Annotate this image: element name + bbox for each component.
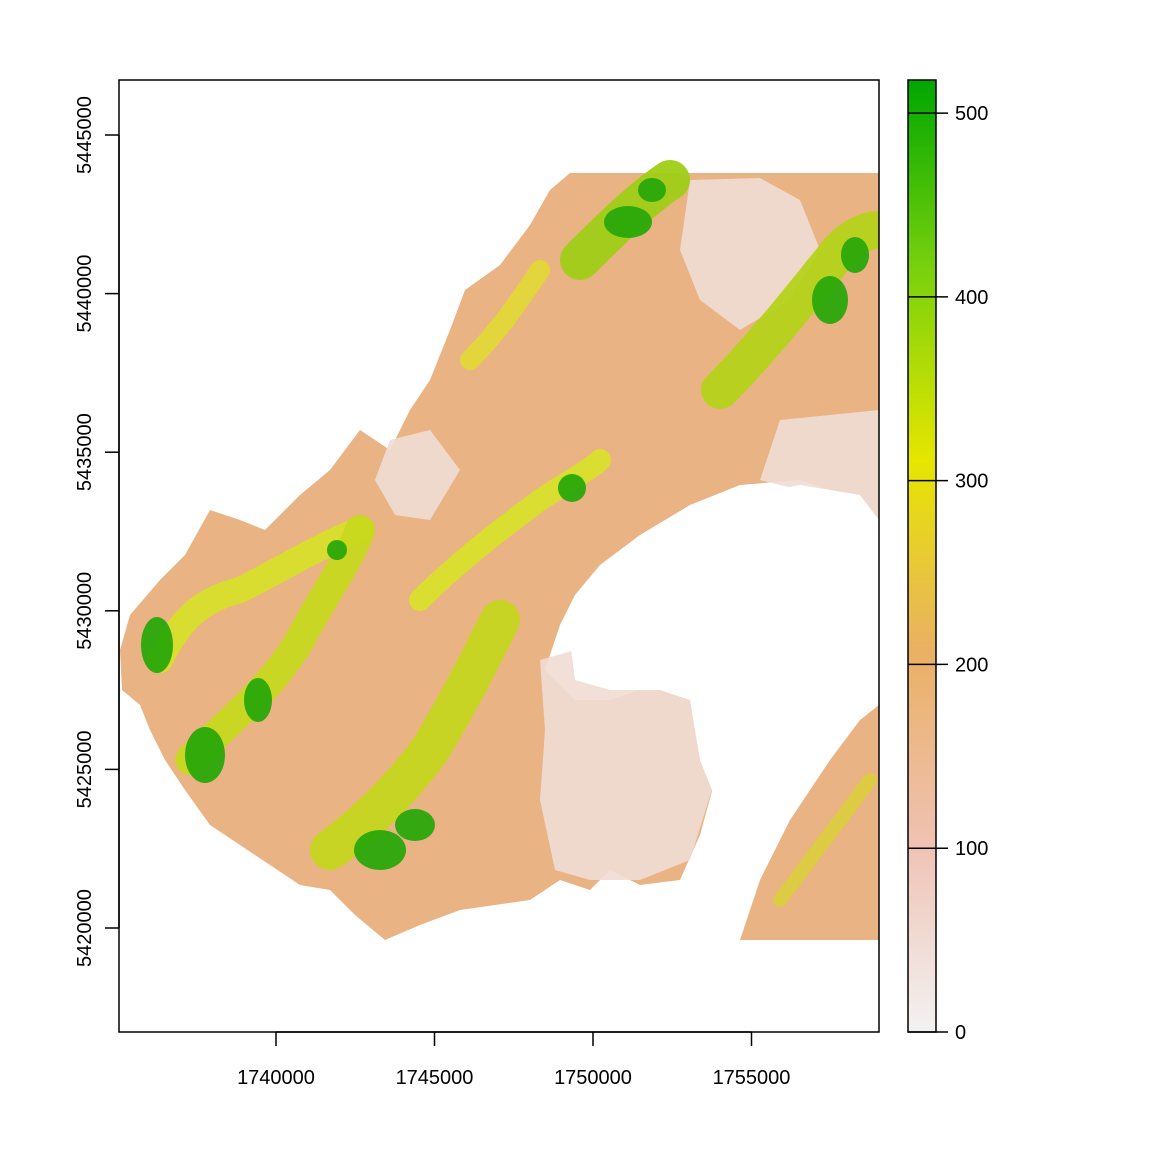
legend-tick-label: 100	[955, 838, 988, 860]
peak-area	[354, 830, 406, 870]
legend-tick-label: 400	[955, 287, 988, 309]
lowland-area	[375, 430, 460, 520]
x-axis: 1740000 1745000 1750000 1755000	[237, 1031, 791, 1089]
peak-area	[604, 206, 652, 238]
y-tick-label: 5440000	[74, 255, 96, 333]
legend-tick-label: 500	[955, 103, 988, 125]
x-tick-label: 1750000	[554, 1067, 632, 1089]
y-axis: 5420000 5425000 5430000 5435000 5440000 54450…	[74, 96, 120, 967]
lowland-area	[760, 410, 879, 520]
peak-area	[244, 678, 272, 722]
peak-area	[638, 178, 666, 202]
ridge-band	[310, 600, 520, 870]
elevation-legend: 0 100 200 300 400 500	[907, 79, 988, 1044]
peak-area	[812, 276, 848, 324]
legend-tick-label: 200	[955, 654, 988, 676]
peak-area	[327, 540, 347, 560]
y-tick-label: 5435000	[74, 413, 96, 491]
y-tick-label: 5425000	[74, 730, 96, 808]
peak-area	[841, 237, 869, 273]
harbour-water	[570, 485, 879, 810]
ridge-band	[147, 517, 373, 673]
legend-tick-label: 0	[955, 1022, 966, 1044]
land-mass-southeast	[740, 705, 879, 940]
y-tick-label: 5420000	[74, 889, 96, 967]
ridge-band	[460, 260, 550, 370]
legend-ticks: 0 100 200 300 400 500	[908, 103, 988, 1044]
peak-area	[558, 474, 586, 502]
peak-area	[395, 809, 435, 841]
x-tick-label: 1745000	[396, 1067, 474, 1089]
lowland-area	[540, 640, 715, 880]
ridge-band	[773, 773, 877, 907]
y-tick-label: 5430000	[74, 572, 96, 650]
x-tick-label: 1740000	[237, 1067, 315, 1089]
terrain-layer	[120, 160, 879, 940]
map-panel	[119, 80, 879, 1032]
legend-tick-label: 300	[955, 471, 988, 493]
y-tick-label: 5445000	[74, 96, 96, 174]
x-tick-label: 1755000	[713, 1067, 791, 1089]
peak-area	[141, 617, 173, 673]
legend-colorbar	[907, 79, 937, 1033]
ridge-band	[701, 211, 879, 409]
peak-area	[185, 727, 225, 783]
ridge-band	[175, 515, 375, 775]
ridge-band	[409, 449, 611, 611]
